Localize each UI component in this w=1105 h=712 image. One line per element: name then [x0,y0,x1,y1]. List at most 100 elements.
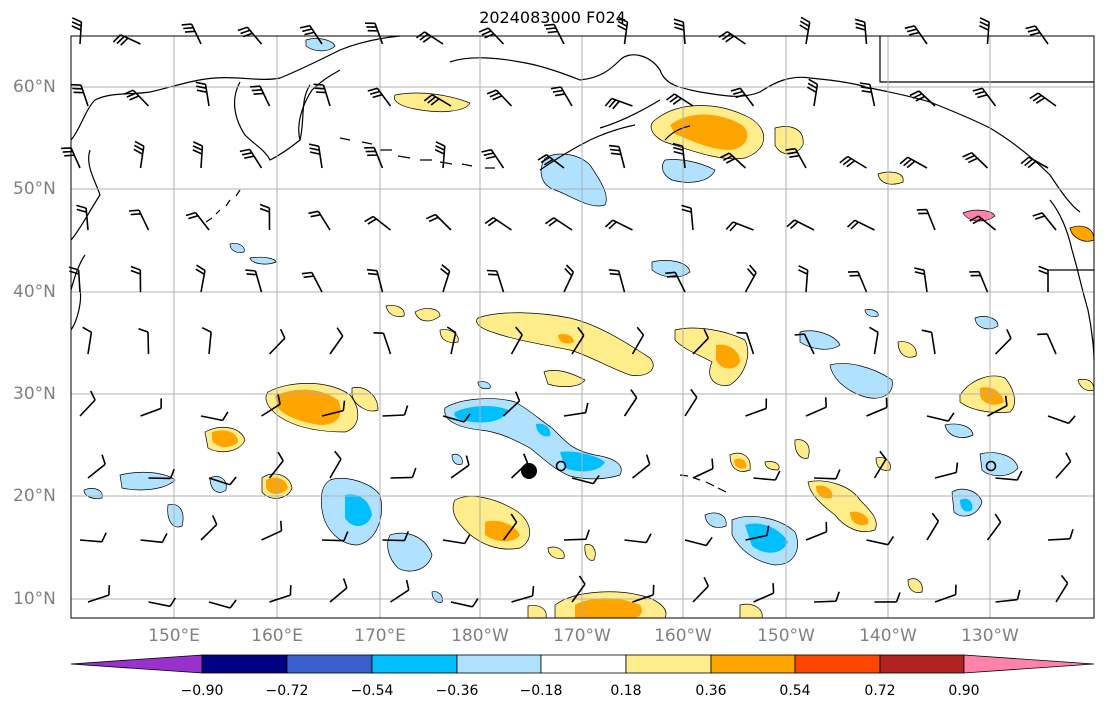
wind-barb [308,210,331,231]
wind-barb [986,513,1002,541]
wind-barb [899,156,928,169]
wind-barb [321,531,349,542]
wind-barb [665,271,686,293]
wind-barb [632,584,655,603]
wind-barb [510,326,523,355]
shade-orange [670,114,748,150]
shade-yellow [877,171,904,185]
wind-barb [914,267,928,293]
wind-barb [195,81,210,107]
wind-barb [934,584,957,603]
wind-barb [82,326,93,355]
wind-barb [725,221,754,232]
wind-barb [1029,92,1057,107]
shade-yellow [907,578,923,593]
wind-barb [87,585,111,603]
wind-barb [1047,415,1076,425]
wind-barb [868,326,879,355]
coastline-canada-border [879,36,1094,271]
shade-lightblue [229,243,245,253]
shade-orange [716,344,740,369]
wind-barb [631,326,645,355]
shade-deepblue [960,498,973,512]
colorbar-tick: −0.18 [519,683,563,699]
wind-barb [874,592,901,603]
lon-label: 170°W [553,626,611,646]
colorbar-bin [540,654,627,674]
wind-barb [563,402,589,417]
wind-barb [608,269,626,293]
lat-label: 20°N [13,486,56,506]
wind-barb [926,412,955,422]
shade-lightblue [829,363,893,399]
wind-barb [1025,25,1049,45]
wind-barb [745,398,768,417]
lat-label: 60°N [13,77,56,97]
islands-aleutian [339,137,495,169]
coastline-bering [539,124,636,171]
shade-lightblue [249,256,277,265]
map-panel [61,16,1095,619]
wind-barb [87,454,106,479]
shade-deepblue [345,494,372,526]
wind-barb [138,327,150,355]
wind-barb [195,264,206,293]
wind-barb [239,148,263,169]
shade-yellow [543,370,586,387]
wind-barb [313,83,331,107]
shade-yellow [385,305,405,317]
wind-barb [798,265,809,293]
lat-label: 40°N [13,282,56,302]
islands-kuril [205,189,241,223]
wind-barb [545,217,573,231]
wind-barb [839,155,867,169]
shade-orange [485,520,520,542]
wind-barb [481,148,505,169]
wind-barb [921,329,936,355]
coastline-namerica [1049,199,1095,361]
wind-barb [1020,156,1049,169]
wind-barb [995,470,1023,481]
wind-barb [200,515,218,541]
wind-barb [969,270,989,293]
wind-barb [367,87,392,107]
wind-barb [873,450,887,479]
wind-barb [308,143,323,169]
wind-barb [79,532,107,543]
wind-barb [550,86,573,107]
shade-yellow [476,312,654,376]
colorbar-tick: −0.72 [265,683,309,699]
shade-lightblue [651,260,691,278]
colorbar-tick: 0.54 [779,683,811,699]
shade-yellow [393,92,471,113]
wind-barb [450,455,470,479]
wind-barb [926,512,940,541]
wind-barb [261,520,283,541]
shade-lightblue [387,532,433,572]
wind-barb [390,467,417,479]
lon-label: 140°W [859,626,917,646]
lon-label: 150°W [757,626,815,646]
wind-barb [185,211,210,231]
shade-orange [816,485,833,499]
wind-barb [563,264,575,293]
colorbar-bin [625,654,712,674]
wind-barb [604,97,633,110]
shade-orange [850,511,869,526]
wind-barb [1055,574,1069,603]
graticule [71,36,1094,618]
shade-lightblue [167,504,184,528]
wind-barb [571,575,586,603]
wind-barb [846,219,875,231]
colorbar-tick: 0.72 [864,683,896,699]
wind-barb [71,17,83,45]
wind-barb [133,140,145,169]
wind-barb [632,454,651,479]
shade-yellow [584,544,596,561]
wind-barb [434,141,446,169]
wind-barb [624,533,652,544]
shade-lightblue [431,591,443,603]
wind-barb [609,144,626,169]
shade-lightblue [974,316,999,330]
